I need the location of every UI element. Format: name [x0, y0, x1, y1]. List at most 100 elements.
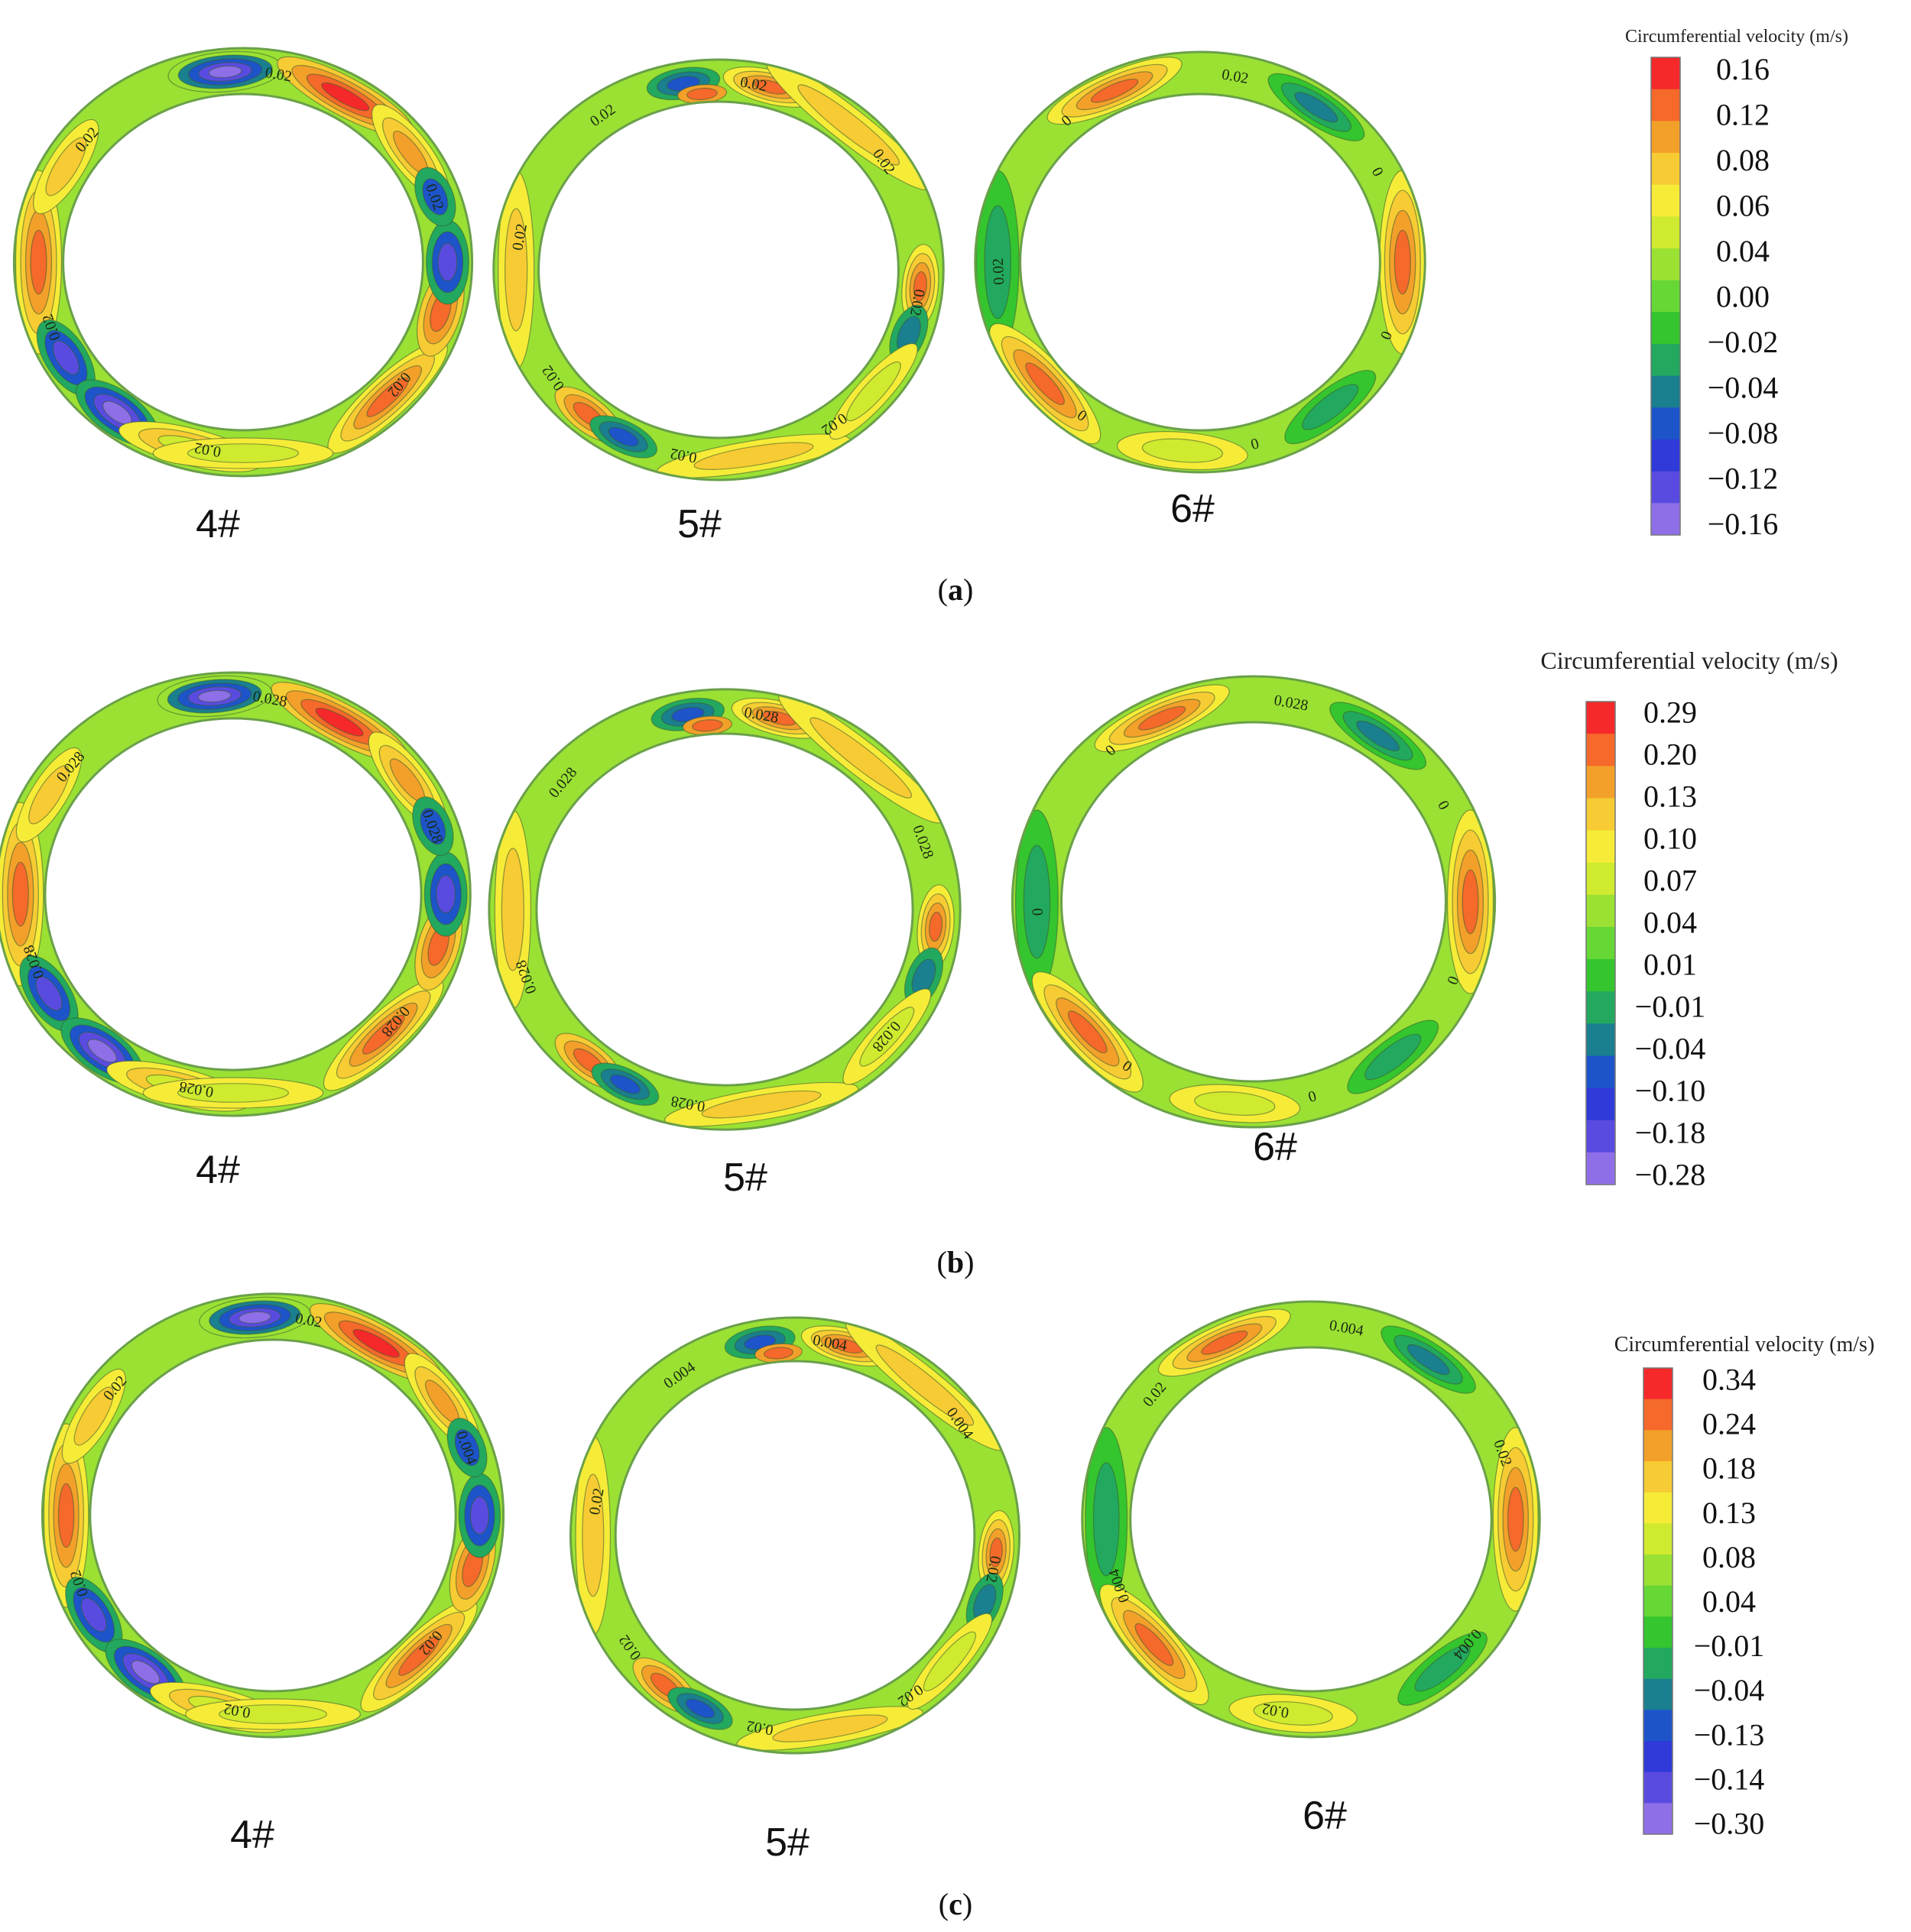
colorbar-tick-a-3: 0.06 [1716, 189, 1770, 223]
velocity-region-c-6-2-level-3 [1507, 1486, 1524, 1552]
ring-label-b-5: 5# [723, 1156, 767, 1200]
colorbar-frame-c [1643, 1367, 1673, 1835]
colorbar-band-b-10 [1586, 1023, 1615, 1056]
colorbar-band-b-9 [1586, 991, 1615, 1024]
velocity-region-a-6-3-level-1 [984, 205, 1011, 319]
colorbar-tick-c-1: 0.24 [1702, 1407, 1756, 1441]
colorbar-band-c-12 [1643, 1741, 1673, 1773]
velocity-region-c-4-9-level-2 [469, 1496, 490, 1535]
ring-field-c-4 [42, 1293, 504, 1737]
velocity-region-a-5-8-level-2 [608, 426, 639, 447]
colorbar-tick-a-10: −0.16 [1708, 507, 1779, 541]
velocity-region-c-5-10-level-1 [923, 1631, 977, 1692]
velocity-region-b-6-1-level-2 [1356, 720, 1400, 752]
velocity-region-c-6-4-level-3 [1134, 1622, 1174, 1666]
colorbar-frame-b [1585, 701, 1616, 1185]
velocity-region-a-4-10-level-1 [422, 178, 449, 216]
colorbar-band-a-5 [1651, 216, 1680, 249]
velocity-region-a-5-10-level-1 [845, 361, 901, 422]
velocity-region-a-6-4-level-3 [1025, 362, 1065, 406]
ring-blobs-b-6 [1014, 684, 1494, 1123]
colorbar-tick-b-10: −0.18 [1635, 1115, 1706, 1149]
velocity-region-c-6-0-level-3 [1201, 1331, 1248, 1355]
colorbar-band-c-9 [1643, 1648, 1673, 1680]
velocity-region-a-4-11-level-1 [187, 443, 300, 463]
colorbar-band-c-2 [1643, 1430, 1673, 1462]
ring-field-c-5 [570, 1318, 1020, 1753]
velocity-region-c-4-0-level-4 [238, 1311, 271, 1324]
colorbar-c: Circumferential velocity (m/s) 0.34 0.24 0.… [1614, 1333, 1875, 1841]
velocity-region-a-5-6-level-1 [505, 208, 528, 332]
ring-outline-c-5 [569, 1316, 1021, 1755]
velocity-region-b-5-8-level-2 [609, 1074, 641, 1094]
ring-blobs-b-4 [0, 675, 468, 1112]
ring-label-a-4: 4# [196, 502, 240, 546]
colorbar-band-a-13 [1651, 471, 1680, 504]
velocity-region-a-6-0-level-3 [1090, 78, 1139, 103]
ring-blobs-a-6 [975, 57, 1426, 471]
ring-background-a-5 [493, 59, 944, 480]
colorbar-band-b-12 [1586, 1088, 1615, 1121]
colorbar-tick-b-8: −0.04 [1635, 1031, 1706, 1065]
colorbar-band-a-8 [1651, 312, 1680, 345]
velocity-region-b-6-0-level-3 [1137, 705, 1186, 731]
velocity-region-a-6-5-level-1 [1302, 384, 1359, 430]
colorbar-title-a: Circumferential velocity (m/s) [1625, 27, 1848, 47]
ring-label-a-5: 5# [677, 502, 722, 546]
colorbar-tick-a-4: 0.04 [1716, 234, 1770, 268]
velocity-region-b-6-3-level-1 [1023, 844, 1051, 959]
panel-a: 0.020.020.020.020.020.02 0.020.020.020.0… [12, 27, 1848, 607]
ring-label-a-6: 6# [1170, 487, 1215, 531]
colorbar-tick-b-7: −0.01 [1635, 989, 1706, 1023]
colorbar-tick-c-8: −0.13 [1694, 1717, 1765, 1752]
velocity-region-a-6-1-level-2 [1294, 92, 1338, 123]
velocity-region-c-6-1-level-2 [1406, 1344, 1450, 1376]
ring-field-a-4 [14, 48, 472, 477]
colorbar-title-c: Circumferential velocity (m/s) [1614, 1333, 1875, 1357]
velocity-region-c-5-3-level-1 [875, 1344, 975, 1426]
velocity-region-b-6-2-level-3 [1462, 869, 1479, 935]
ring-outline-b-5 [488, 688, 962, 1131]
ring-background-c-4 [42, 1293, 504, 1737]
colorbar-tick-b-2: 0.13 [1643, 780, 1697, 814]
colorbar-tick-c-4: 0.08 [1702, 1540, 1756, 1574]
ring-blobs-c-5 [575, 1319, 1014, 1751]
velocity-region-b-4-10-level-1 [420, 807, 446, 845]
velocity-region-b-5-6-level-1 [501, 848, 524, 971]
colorbar-band-a-12 [1651, 439, 1680, 472]
colorbar-b: Circumferential velocity (m/s) 0.29 0.20 0.… [1540, 647, 1838, 1191]
colorbar-band-c-10 [1643, 1678, 1673, 1710]
velocity-region-b-5-10-level-1 [859, 1007, 915, 1067]
colorbar-band-b-13 [1586, 1120, 1615, 1153]
ring-blobs-c-6 [1085, 1308, 1539, 1733]
colorbar-band-c-0 [1643, 1368, 1673, 1400]
colorbar-tick-b-0: 0.29 [1643, 695, 1697, 730]
colorbar-tick-a-8: −0.08 [1708, 416, 1779, 450]
ring-outline-a-4 [12, 47, 474, 478]
colorbar-band-a-2 [1651, 121, 1680, 154]
ring-label-c-6: 6# [1303, 1794, 1347, 1838]
velocity-region-b-4-9-level-2 [436, 874, 456, 914]
colorbar-tick-b-3: 0.10 [1643, 822, 1697, 856]
colorbar-tick-a-2: 0.08 [1716, 143, 1770, 177]
velocity-region-b-4-12-level-1 [28, 765, 70, 825]
colorbar-band-c-5 [1643, 1523, 1673, 1555]
colorbar-band-a-9 [1651, 344, 1680, 377]
ring-field-a-6 [975, 52, 1426, 472]
colorbar-tick-c-3: 0.13 [1702, 1496, 1756, 1530]
contour-label: 0 [1030, 908, 1046, 916]
ring-field-c-6 [1082, 1302, 1540, 1737]
velocity-region-b-6-5-level-1 [1364, 1033, 1422, 1081]
colorbar-band-a-0 [1651, 57, 1680, 90]
colorbar-band-a-1 [1651, 89, 1680, 122]
colorbar-tick-a-5: 0.00 [1716, 280, 1770, 314]
velocity-region-c-4-7-level-3 [398, 1635, 440, 1676]
colorbar-band-c-8 [1643, 1616, 1673, 1648]
velocity-region-a-6-6-level-1 [1141, 438, 1224, 463]
velocity-region-b-6-6-level-1 [1194, 1091, 1276, 1116]
